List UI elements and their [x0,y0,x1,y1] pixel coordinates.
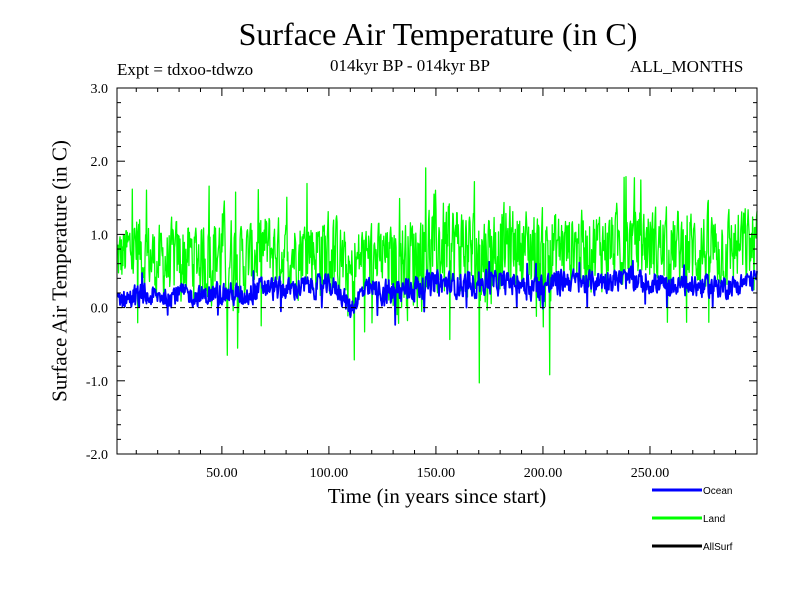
months-label: ALL_MONTHS [630,57,744,76]
x-tick-label: 150.00 [417,466,456,481]
x-tick-label: 50.00 [206,466,238,481]
y-tick-label: 1.0 [91,228,109,243]
y-tick-label: 0.0 [91,302,109,317]
x-tick-label: 100.00 [310,466,349,481]
chart-title: Surface Air Temperature (in C) [238,16,638,52]
legend-label-allsurf: AllSurf [703,542,733,553]
series-layer [116,167,758,384]
y-tick-label: -2.0 [86,448,108,463]
y-tick-label: -1.0 [86,375,108,390]
legend-label-ocean: Ocean [703,486,732,497]
y-tick-label: 2.0 [91,155,109,170]
x-axis-title: Time (in years since start) [327,484,547,508]
y-tick-label: 3.0 [91,82,109,97]
legend: Ocean Land AllSurf [652,486,733,553]
plot-frame [116,87,758,455]
x-tick-label: 200.00 [524,466,563,481]
axis-layer: 50.00 100.00 150.00 200.00 250.00 -2.0 -1.0 0.0… [86,82,758,481]
legend-label-land: Land [703,514,725,525]
x-tick-label: 250.00 [631,466,670,481]
series-line-ocean [116,259,758,326]
period-label: 014kyr BP - 014kyr BP [330,56,490,75]
experiment-label: Expt = tdxoo-tdwzo [117,60,254,79]
series-line-land [116,167,758,384]
